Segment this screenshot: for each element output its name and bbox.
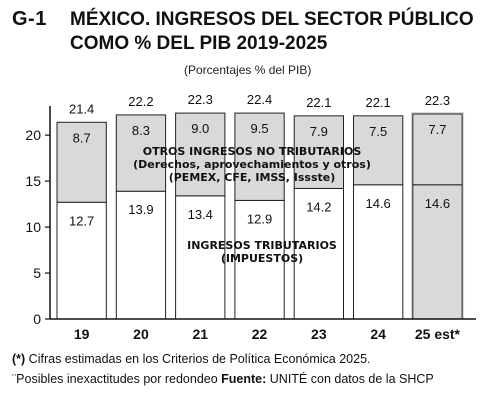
bar-label-tax: 14.6 (365, 196, 390, 211)
chart-subtitle: (Porcentajes % del PIB) (184, 63, 312, 77)
bar-label-total: 22.3 (425, 93, 450, 108)
bar-label-nontax: 7.9 (310, 124, 328, 139)
source-footnote: ¨Posibles inexactitudes por redondeo Fue… (12, 372, 434, 386)
bar-label-tax: 12.7 (69, 213, 94, 228)
bar-nontax (56, 121, 107, 203)
chart-title-line-2: COMO % DEL PIB 2019-2025 (70, 33, 328, 54)
bar-label-tax: 14.6 (425, 196, 450, 211)
x-tick-label: 20 (133, 326, 149, 342)
bar-nontax (293, 115, 345, 189)
bar-tax (234, 199, 285, 320)
source-label: Fuente: (221, 372, 267, 386)
bar-nontax (412, 113, 463, 186)
bar-tax (175, 195, 226, 320)
bar-nontax (115, 114, 167, 192)
bar-label-nontax: 9.5 (251, 121, 269, 136)
annotation-nontax-detail: (Derechos, aprovechamientos y otros) (133, 158, 371, 171)
bar-label-total: 22.4 (247, 92, 272, 107)
bar-nontax (234, 112, 285, 201)
y-tick-label: 5 (33, 265, 41, 281)
bar-label-total: 22.1 (365, 95, 390, 110)
bar-tax (293, 187, 345, 320)
bar-label-total: 22.3 (188, 92, 213, 107)
estimate-marker: (*) (12, 352, 26, 366)
bar-label-nontax: 9.0 (191, 121, 209, 136)
bar-tax (353, 184, 404, 320)
bar-label-nontax: 7.7 (428, 122, 446, 137)
x-tick-label: 25 est* (415, 326, 461, 342)
x-tick-label: 24 (370, 326, 386, 342)
x-tick-label: 21 (192, 326, 208, 342)
bar-tax (412, 184, 463, 320)
rounding-note: ¨Posibles inexactitudes por redondeo (12, 372, 222, 386)
x-tick-label: 22 (252, 326, 268, 342)
bar-label-total: 22.2 (128, 94, 153, 109)
chart-title-line-1: MÉXICO. INGRESOS DEL SECTOR PÚBLICO (70, 9, 474, 30)
bar-nontax (175, 112, 226, 197)
bar-label-total: 22.1 (306, 95, 331, 110)
estimate-note: Cifras estimadas en los Criterios de Pol… (25, 352, 371, 366)
figure-id: G-1 (12, 8, 47, 30)
annotation-tax-title: INGRESOS TRIBUTARIOS (187, 239, 337, 252)
annotation-nontax-entities: (PEMEX, CFE, IMSS, Issste) (169, 171, 336, 184)
bar-label-nontax: 8.3 (132, 123, 150, 138)
bar-tax (115, 190, 167, 320)
y-tick-label: 0 (33, 311, 41, 327)
y-tick-label: 15 (25, 173, 41, 189)
bar-label-nontax: 8.7 (73, 130, 91, 145)
chart-title: MÉXICO. INGRESOS DEL SECTOR PÚBLICO COMO… (70, 8, 474, 56)
annotation-nontax-title: OTROS INGRESOS NO TRIBUTARIOS (143, 145, 362, 158)
bar-label-nontax: 7.5 (369, 124, 387, 139)
bar-nontax (353, 115, 404, 186)
estimate-footnote: (*) Cifras estimadas en los Criterios de… (12, 352, 371, 366)
x-tick-label: 19 (74, 326, 90, 342)
x-tick-label: 23 (311, 326, 327, 342)
source-text: UNITÉ con datos de la SHCP (266, 372, 434, 386)
bar-label-tax: 12.9 (247, 211, 272, 226)
y-tick-label: 10 (25, 219, 41, 235)
bar-label-tax: 14.2 (306, 199, 331, 214)
annotation-tax-detail: (IMPUESTOS) (221, 252, 303, 265)
bar-label-tax: 13.9 (128, 202, 153, 217)
bar-label-tax: 13.4 (188, 207, 213, 222)
y-tick-label: 20 (25, 127, 41, 143)
bar-label-total: 21.4 (69, 101, 94, 116)
